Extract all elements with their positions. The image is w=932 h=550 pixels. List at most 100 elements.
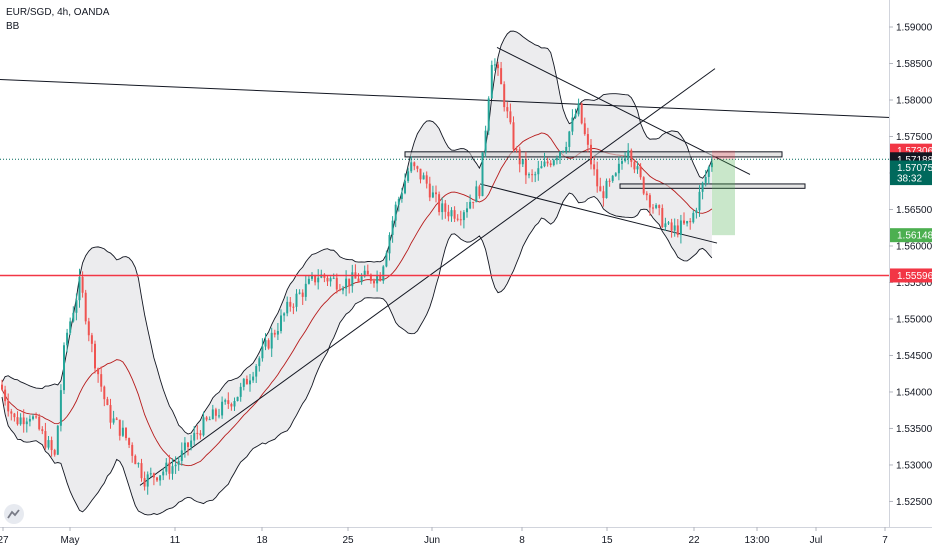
candle-body (630, 150, 633, 162)
candle (53, 448, 56, 457)
candle-body (10, 411, 13, 414)
candle-body (180, 450, 183, 461)
position-tool[interactable] (712, 150, 735, 236)
candle-body (292, 306, 295, 308)
candle-body (543, 161, 546, 167)
candle (503, 81, 506, 112)
candle (301, 289, 304, 305)
candle-body (487, 98, 490, 131)
candle-body (326, 277, 329, 282)
candle-body (593, 164, 596, 170)
candle-body (704, 176, 707, 183)
candle (512, 116, 515, 152)
candle (156, 476, 158, 483)
candle (438, 191, 441, 216)
candle (422, 172, 425, 180)
candle-body (66, 332, 69, 346)
candle-body (332, 277, 335, 279)
candle (326, 275, 329, 286)
candle (431, 185, 434, 199)
candle (366, 264, 369, 275)
candle-body (459, 219, 462, 221)
candle-body (515, 149, 518, 151)
candle-body (397, 198, 400, 205)
price-badge-label: 1.55596 (897, 271, 932, 282)
candle (230, 402, 233, 411)
candle-body (146, 474, 149, 487)
tradingview-logo[interactable] (4, 504, 24, 524)
candle-body (428, 183, 431, 198)
candle-body (41, 429, 44, 432)
candle-body (72, 312, 75, 322)
candle (698, 185, 701, 217)
candle-body (249, 380, 251, 385)
candle (459, 210, 462, 226)
candle-body (410, 162, 413, 172)
candle (543, 152, 546, 168)
price-badge-bg (890, 160, 932, 175)
candle (394, 201, 397, 228)
candle (295, 289, 298, 312)
candle-body (376, 275, 379, 284)
candle-body (617, 163, 620, 174)
candle (633, 159, 636, 174)
candle-body (580, 103, 583, 124)
candle-body (187, 442, 189, 447)
candle (348, 278, 351, 294)
candle (397, 196, 400, 212)
candle-body (304, 283, 307, 297)
candle-body (90, 335, 93, 344)
candle (4, 385, 7, 406)
candle-body (534, 174, 537, 176)
candle (245, 375, 248, 385)
candle (472, 201, 475, 209)
candle-body (679, 220, 682, 235)
bb-basis (1, 132, 713, 467)
candle (376, 270, 379, 292)
time-axis[interactable]: 27 May 11 18 25 Jun 8 15 22 13:00 Jul 7 (0, 527, 888, 546)
candle-body (311, 275, 313, 279)
x-tick-label: 7 (882, 535, 888, 546)
candle (425, 171, 428, 189)
candle (236, 396, 239, 402)
candle-body (35, 416, 38, 418)
candle (233, 397, 236, 411)
candle (404, 173, 406, 195)
candle-body (524, 159, 527, 176)
candle (16, 411, 19, 426)
candle-body (245, 378, 248, 385)
candle-body (431, 192, 434, 198)
candle (159, 475, 162, 486)
candle-body (342, 288, 344, 291)
candle-body (683, 220, 685, 224)
candle-body (633, 161, 636, 170)
price-badge-bg (890, 268, 932, 283)
candle (1, 379, 3, 391)
candle-body (13, 413, 16, 418)
candle-body (16, 417, 19, 425)
candle-body (109, 405, 112, 423)
bb-lower (1, 192, 713, 516)
candle-body (444, 203, 447, 212)
candle-body (469, 201, 472, 209)
y-tick-label: 1.57500 (896, 132, 932, 143)
candle (670, 218, 673, 238)
y-tick-label: 1.54000 (896, 387, 932, 398)
candle-body (531, 174, 534, 176)
candle (586, 127, 589, 153)
candle-body (177, 460, 180, 465)
candle (317, 269, 320, 290)
price-badge-label: 1.56148 (897, 231, 932, 242)
candle (168, 454, 171, 480)
candle-body (118, 419, 121, 436)
y-tick-label: 1.56000 (896, 241, 932, 252)
candle (540, 160, 543, 169)
candle-body (87, 321, 90, 336)
candle-body (317, 277, 320, 283)
candle (162, 468, 165, 481)
candle-body (199, 433, 202, 436)
candle (487, 96, 490, 135)
candle (307, 274, 310, 285)
candle (534, 171, 537, 183)
